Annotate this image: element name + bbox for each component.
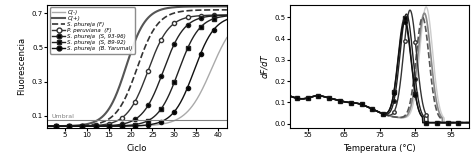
X-axis label: Ciclo: Ciclo (127, 144, 147, 153)
Y-axis label: dF/dT: dF/dT (260, 54, 269, 78)
Legend: C(-), C(+), S. phureja (F), P. peruviana  (F), S. phureja  (S, 93-96), S. phurej: C(-), C(+), S. phureja (F), P. peruviana… (50, 7, 135, 54)
Y-axis label: Fluorescencia: Fluorescencia (18, 37, 27, 95)
X-axis label: Temperatura (°C): Temperatura (°C) (343, 144, 416, 153)
Text: Umbral: Umbral (52, 114, 74, 119)
